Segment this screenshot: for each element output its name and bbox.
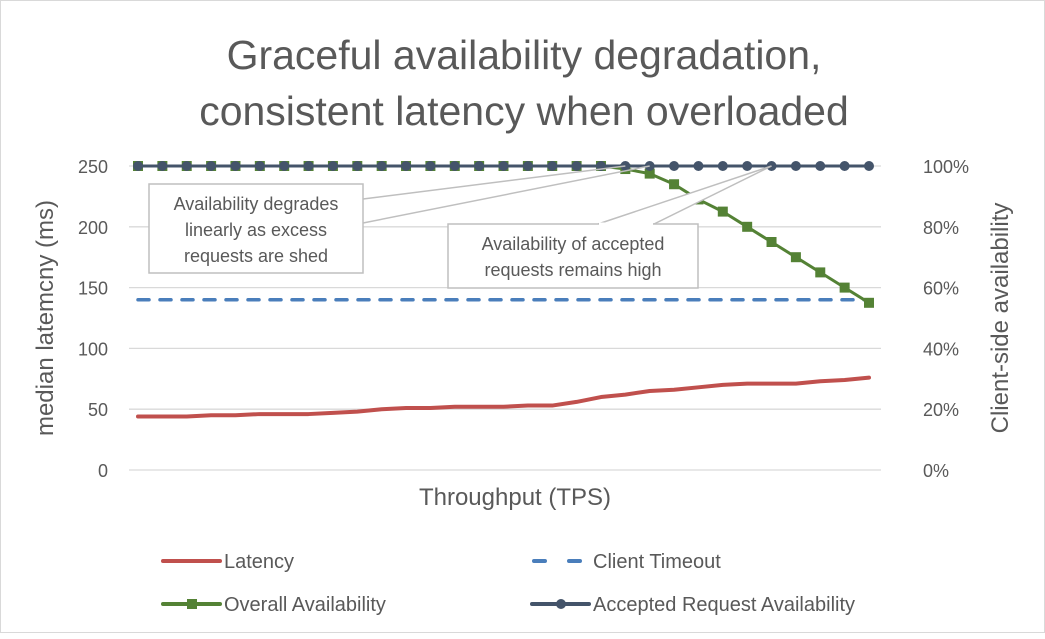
data-point-accepted-availability <box>498 161 509 171</box>
annotation-text: Availability degrades <box>174 194 339 214</box>
y-left-tick-label: 250 <box>78 157 108 177</box>
data-point-accepted-availability <box>693 161 704 171</box>
data-point-accepted-availability <box>839 161 850 171</box>
annotation-text: linearly as excess <box>185 220 327 240</box>
legend-label: Accepted Request Availability <box>593 594 855 616</box>
legend-label: Client Timeout <box>593 551 721 573</box>
chart-title-line-2: consistent latency when overloaded <box>199 88 849 134</box>
annotation-text: requests are shed <box>184 246 328 266</box>
data-point-accepted-availability <box>181 161 192 171</box>
data-point-accepted-availability <box>206 161 217 171</box>
x-axis-label: Throughput (TPS) <box>419 484 611 511</box>
y-right-tick-label: 20% <box>923 400 959 420</box>
data-point-accepted-availability <box>864 161 874 171</box>
data-point-overall-availability <box>742 221 753 232</box>
y-right-tick-label: 40% <box>923 339 959 359</box>
data-point-accepted-availability <box>547 161 558 171</box>
data-point-accepted-availability <box>571 161 582 171</box>
data-point-accepted-availability <box>815 161 826 171</box>
y-right-tick-label: 100% <box>923 157 969 177</box>
chart-title-line-1: Graceful availability degradation, <box>227 32 822 78</box>
annotation-box <box>148 183 364 274</box>
data-point-accepted-availability <box>449 161 460 171</box>
data-point-overall-availability <box>644 168 655 179</box>
data-point-overall-availability <box>864 297 874 308</box>
data-point-accepted-availability <box>376 161 387 171</box>
y-left-tick-label: 50 <box>88 400 108 420</box>
data-point-overall-availability <box>669 179 680 190</box>
y-right-tick-label: 80% <box>923 218 959 238</box>
series-line-latency <box>136 375 871 419</box>
data-point-accepted-availability <box>279 161 290 171</box>
y-right-tick-label: 60% <box>923 279 959 299</box>
annotation-leader-line <box>362 165 650 224</box>
data-point-accepted-availability <box>230 161 241 171</box>
data-point-overall-availability <box>717 206 728 217</box>
annotation-leader-line <box>362 165 626 200</box>
data-point-accepted-availability <box>474 161 485 171</box>
data-point-accepted-availability <box>303 161 314 171</box>
data-point-overall-availability <box>766 237 777 247</box>
data-point-accepted-availability <box>790 161 801 171</box>
data-point-accepted-availability <box>352 161 363 171</box>
annotation-box <box>447 223 699 289</box>
y-axis-left-label: median latemcny (ms) <box>32 200 59 436</box>
data-point-accepted-availability <box>717 161 728 171</box>
y-left-tick-label: 150 <box>78 279 108 299</box>
legend-circle-marker <box>556 599 566 609</box>
y-right-tick-label: 0% <box>923 461 949 481</box>
legend-label: Overall Availability <box>224 594 386 616</box>
legend-square-marker <box>187 599 197 609</box>
data-point-overall-availability <box>839 282 850 293</box>
y-left-tick-label: 0 <box>98 461 108 481</box>
data-point-accepted-availability <box>157 161 168 171</box>
annotation-leader-line <box>597 165 772 225</box>
y-left-tick-label: 100 <box>78 339 108 359</box>
data-point-accepted-availability <box>669 161 680 171</box>
annotation-text: requests remains high <box>484 260 661 280</box>
data-point-accepted-availability <box>401 161 412 171</box>
data-point-overall-availability <box>815 267 826 278</box>
y-axis-right-label: Client-side availability <box>987 203 1014 434</box>
annotation-text: Availability of accepted <box>482 234 665 254</box>
data-point-accepted-availability <box>133 161 143 171</box>
data-point-accepted-availability <box>522 161 533 171</box>
y-left-tick-label: 200 <box>78 218 108 238</box>
legend-label: Latency <box>224 551 294 573</box>
data-point-accepted-availability <box>425 161 436 171</box>
data-point-accepted-availability <box>254 161 265 171</box>
data-point-overall-availability <box>790 252 801 263</box>
data-point-accepted-availability <box>327 161 338 171</box>
data-point-accepted-availability <box>742 161 753 171</box>
